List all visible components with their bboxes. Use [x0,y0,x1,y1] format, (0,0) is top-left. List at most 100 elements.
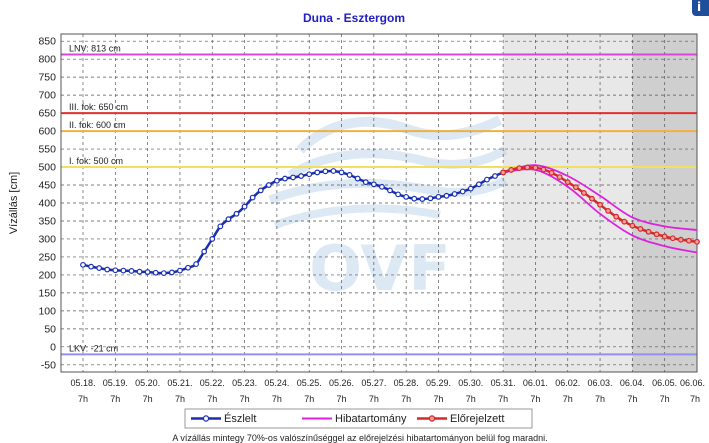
x-tick-17: 06.04. [620,378,645,388]
observed-point-28 [306,171,313,178]
x-tick-12: 05.30. [458,378,483,388]
observed-point-16 [209,236,216,242]
x-tick-9: 05.27. [361,378,386,388]
forecast-point-1 [508,167,515,173]
y-axis-ticks: -50 0 50 100 150 200 250 300 350 400 450 500 550 600 6… [38,36,56,372]
forecast-point-22 [677,236,684,243]
x-subtick-5: 7h [240,394,250,404]
forecast-point-8 [564,179,571,186]
observed-point-47 [459,188,466,195]
observed-point-50 [484,176,490,183]
y-tick-13: 600 [38,126,56,138]
observed-point-15 [201,248,208,255]
x-tick-4: 05.22. [200,378,225,388]
svg-text:OVF: OVF [309,232,450,305]
x-tick-7: 05.25. [297,378,322,388]
observed-point-3 [104,266,111,273]
observed-point-33 [346,172,353,178]
y-tick-16: 750 [38,72,56,84]
observed-point-18 [225,216,232,223]
observed-markers [80,168,507,277]
y-axis-label: Vízállás [cm] [8,172,20,234]
forecast-point-20 [661,233,668,240]
x-subtick-13: 7h [498,394,508,404]
observed-point-43 [427,195,434,202]
observed-point-30 [322,168,329,175]
x-subtick-4: 7h [207,394,217,404]
legend: Észlelt Hibatartomány Előrejelzett [184,408,533,429]
ref-label-4: LKV: -21 cm [69,343,118,353]
observed-point-2 [96,265,103,271]
x-tick-10: 05.28. [394,378,419,388]
forecast-point-13 [605,208,612,214]
forecast-point-12 [597,201,603,208]
observed-point-44 [435,193,442,200]
x-tick-5: 05.23. [232,378,257,388]
observed-point-32 [338,169,345,176]
x-tick-1: 05.19. [103,378,128,388]
y-tick-10: 450 [38,180,56,192]
x-tick-14: 06.01. [523,378,548,388]
x-subtick-14: 7h [530,394,540,404]
forecast-point-4 [532,164,539,171]
observed-point-49 [475,181,482,188]
x-subtick-18: 7h [660,394,670,404]
x-subtick-2: 7h [143,394,153,404]
ref-label-0: LNV: 813 cm [69,43,121,53]
legend-marker-forecast [428,415,436,422]
legend-box [184,408,533,429]
y-tick-18: 850 [38,36,56,48]
legend-label-observed: Észlelt [224,412,256,425]
x-tick-16: 06.03. [588,378,613,388]
observed-point-35 [362,179,369,186]
observed-point-9 [152,269,159,276]
x-tick-8: 05.26. [329,378,354,388]
forecast-point-0 [500,169,507,176]
observed-point-0 [80,261,86,268]
observed-point-12 [177,267,183,274]
observed-point-41 [411,195,418,202]
forecast-point-3 [524,164,531,171]
observed-point-7 [136,268,143,275]
observed-point-29 [314,169,321,176]
observed-point-42 [419,196,426,202]
observed-point-13 [185,264,191,271]
observed-point-1 [88,263,94,270]
forecast-point-2 [516,165,523,172]
observed-point-22 [257,187,264,194]
forecast-point-16 [629,222,636,229]
footnote: A vízállás mintegy 70%-os valószínűségge… [172,433,547,443]
x-subtick-1: 7h [110,394,120,404]
y-tick-14: 650 [38,108,56,120]
observed-point-20 [241,203,248,210]
y-tick-3: 100 [38,305,56,317]
ref-label-2: II. fok: 600 cm [69,120,126,130]
observed-point-46 [451,191,458,197]
x-subtick-9: 7h [369,394,379,404]
observed-point-5 [120,267,127,274]
x-subtick-0: 7h [78,394,88,404]
reference-lines: LNV: 813 cm III. fok: 650 cm II. fok: 600 … [61,43,697,356]
x-subtick-12: 7h [466,394,476,404]
observed-point-40 [403,193,410,200]
ref-label-3: I. fok: 500 cm [69,156,123,166]
observed-point-6 [128,268,135,274]
x-tick-11: 05.29. [426,378,451,388]
observed-point-21 [249,194,256,201]
x-subtick-3: 7h [175,394,185,404]
forecast-point-18 [645,228,652,235]
x-subtick-19: 7h [690,394,700,404]
forecast-markers [500,164,700,245]
observed-point-19 [233,210,240,217]
x-subtick-8: 7h [337,394,347,404]
observed-point-36 [370,181,377,188]
x-subtick-17: 7h [627,394,637,404]
observed-point-17 [217,223,224,230]
x-subtick-16: 7h [595,394,605,404]
forecast-point-7 [556,174,563,181]
legend-label-forecast: Előrejelzett [450,413,504,425]
observed-point-8 [144,269,151,275]
forecast-point-14 [613,213,620,220]
observed-point-27 [298,173,305,179]
